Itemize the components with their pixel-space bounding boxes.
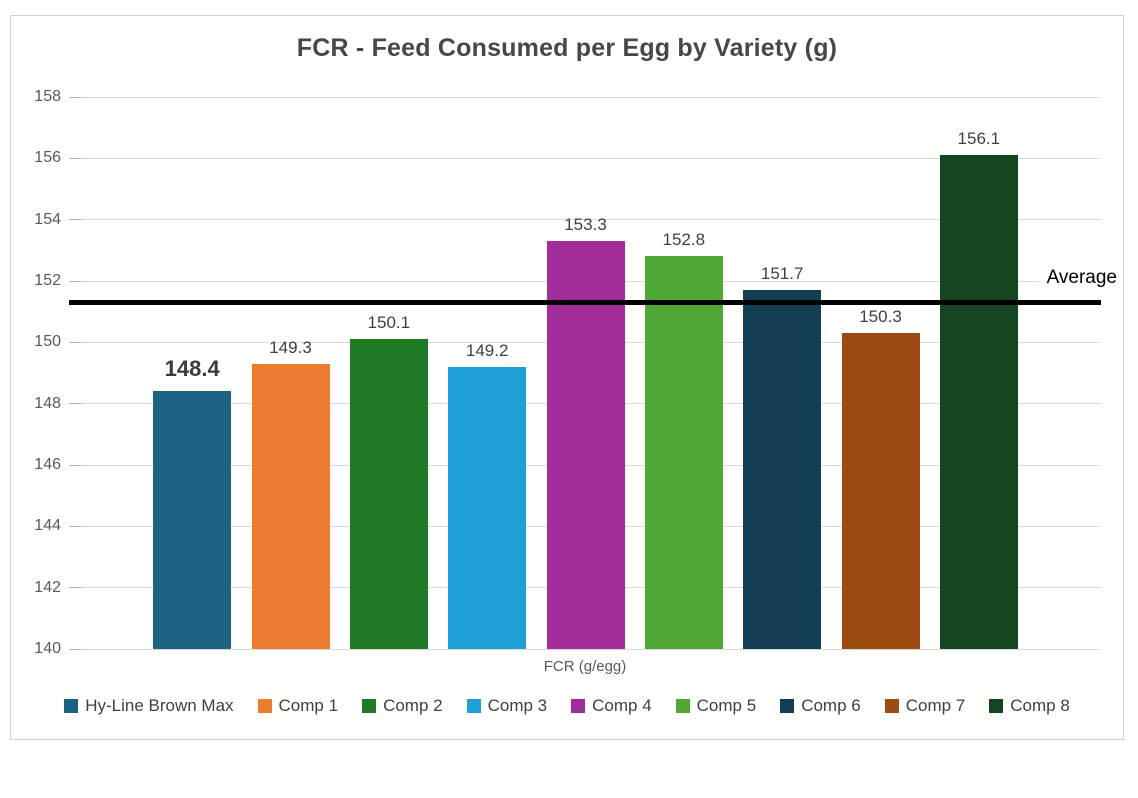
average-line [69, 299, 1101, 305]
y-axis-tick-label: 144 [34, 517, 61, 535]
bar [251, 363, 330, 649]
x-axis-label: FCR (g/egg) [543, 658, 627, 675]
bar [349, 339, 428, 649]
legend-swatch-icon [780, 699, 795, 713]
y-axis-tick [69, 280, 81, 282]
bar-value-label: 149.2 [465, 340, 509, 360]
legend-swatch-icon [64, 699, 79, 713]
y-axis-tick-label: 156 [34, 149, 61, 167]
chart-frame: FCR - Feed Consumed per Egg by Variety (… [10, 15, 1124, 740]
legend-swatch-icon [675, 699, 690, 713]
y-axis-tick [69, 525, 81, 527]
legend: Hy-Line Brown Max Comp 1 Comp 2 Comp 3 Comp … [11, 696, 1123, 716]
bar [743, 290, 822, 649]
legend-swatch-icon [257, 699, 272, 713]
legend-label: Comp 5 [696, 696, 757, 715]
y-axis-tick-label: 146 [34, 456, 61, 473]
bar [448, 366, 527, 649]
bar-value-label: 150.1 [367, 313, 411, 333]
y-axis-tick [69, 157, 81, 159]
y-axis-tick-label: 158 [34, 88, 61, 105]
y-axis-tick-label: 152 [34, 272, 61, 289]
gridline [69, 96, 1101, 98]
legend-item: Hy-Line Brown Max [64, 696, 234, 716]
y-axis-tick [69, 403, 81, 405]
legend-label: Comp 7 [905, 696, 966, 715]
legend-item: Comp 5 [675, 696, 757, 716]
gridline [69, 157, 1101, 159]
bar-value-label: 150.3 [859, 307, 902, 327]
legend-item: Comp 7 [884, 696, 966, 716]
y-axis-tick [69, 587, 81, 589]
legend-swatch-icon [884, 699, 899, 713]
y-axis-tick [69, 648, 81, 650]
legend-label: Comp 8 [1010, 696, 1070, 715]
legend-label: Hy-Line Brown Max [85, 696, 234, 715]
legend-label: Comp 1 [278, 696, 339, 715]
legend-swatch-icon [989, 699, 1004, 713]
bar [644, 256, 723, 649]
legend-swatch-icon [466, 699, 481, 713]
chart-title: FCR - Feed Consumed per Egg by Variety (… [296, 34, 838, 62]
y-axis-tick [69, 464, 81, 466]
y-axis-tick-label: 148 [34, 394, 61, 412]
bar-value-label: 148.4 [164, 356, 220, 382]
bar-value-label: 149.3 [269, 337, 312, 357]
bar-value-label: 156.1 [957, 129, 1001, 149]
legend-item: Comp 4 [571, 696, 652, 716]
bar-value-label: 152.8 [662, 230, 706, 250]
gridline [69, 219, 1101, 221]
y-axis-tick-label: 142 [34, 578, 61, 596]
legend-item: Comp 3 [466, 696, 548, 716]
legend-item: Comp 1 [257, 696, 339, 716]
y-axis-tick [69, 219, 81, 221]
gridline [69, 648, 1101, 650]
y-axis-tick-label: 154 [34, 210, 61, 228]
bar-value-label: 151.7 [760, 264, 804, 284]
y-axis-tick-label: 150 [34, 333, 61, 351]
legend-swatch-icon [571, 699, 586, 713]
legend-item: Comp 2 [362, 696, 443, 716]
bar [939, 155, 1018, 649]
legend-label: Comp 4 [592, 696, 652, 715]
legend-label: Comp 3 [487, 696, 548, 715]
plot-area: 158 156 154 152 150 148 146 144 142 140 148.4 149.3… [34, 88, 1121, 657]
legend-label: Comp 2 [383, 696, 443, 715]
y-axis-tick-label: 140 [34, 640, 61, 657]
legend-item: Comp 6 [780, 696, 861, 716]
bar [841, 333, 920, 649]
legend-label: Comp 6 [801, 696, 861, 715]
bar-value-label: 153.3 [564, 215, 607, 235]
y-axis-tick [69, 96, 81, 98]
legend-swatch-icon [362, 699, 377, 713]
y-axis-tick [69, 341, 81, 343]
legend-item: Comp 8 [989, 696, 1070, 716]
average-line-label: Average [1038, 266, 1121, 293]
bar [153, 391, 232, 649]
bar [546, 241, 625, 649]
